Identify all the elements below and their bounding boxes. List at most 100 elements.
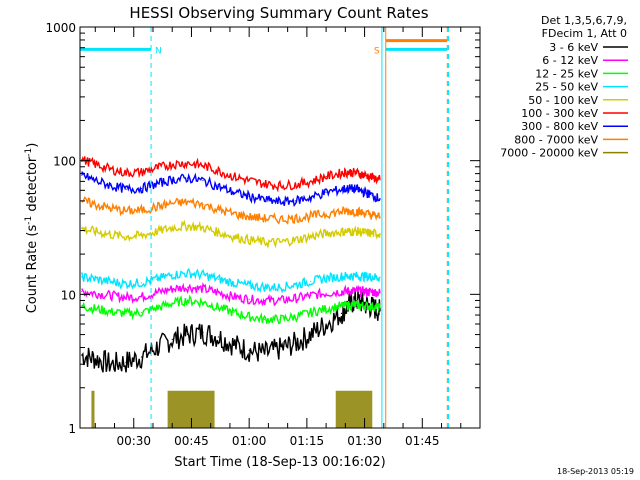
series-point <box>248 298 250 300</box>
series-point <box>379 232 381 235</box>
series-point <box>263 353 266 355</box>
series-point <box>340 312 343 315</box>
legend-entry-12-25-kev: 12 - 25 keV <box>535 67 628 80</box>
series-point <box>187 299 189 302</box>
series-point <box>187 272 189 274</box>
series-point <box>110 185 112 187</box>
series-point <box>248 349 250 352</box>
x-tick-label: 00:30 <box>116 434 151 448</box>
y-axis-label-end: ) <box>25 143 40 148</box>
legend-entry-label: 800 - 7000 keV <box>514 133 598 146</box>
series-point <box>310 196 312 199</box>
series-point <box>294 184 296 186</box>
legend-entry-3-6-kev: 3 - 6 keV <box>549 41 628 54</box>
y-tick-label: 100 <box>53 155 76 169</box>
series-point <box>248 179 250 182</box>
series-point <box>363 191 366 193</box>
series-point <box>233 213 235 215</box>
legend-entry-800-7000-kev: 800 - 7000 keV <box>514 133 628 146</box>
series-point <box>325 292 327 294</box>
series-point <box>156 230 158 233</box>
series-point <box>310 215 312 217</box>
series-12-25-kev <box>81 294 381 325</box>
series-line <box>81 155 381 193</box>
series-point <box>371 291 373 293</box>
y-axis-label-sup-1: -1 <box>24 216 34 225</box>
series-line <box>81 282 381 307</box>
series-point <box>294 297 296 300</box>
series-point <box>340 172 343 174</box>
series-100-300-kev <box>81 155 381 193</box>
series-point <box>356 304 358 306</box>
series-point <box>217 209 219 211</box>
series-point <box>202 179 204 182</box>
series-25-50-kev <box>81 267 381 294</box>
series-point <box>371 232 373 235</box>
x-axis-label: Start Time (18-Sep-13 00:16:02) <box>174 455 385 470</box>
series-point <box>187 225 189 227</box>
series-point <box>325 213 327 215</box>
legend-entry-100-300-kev: 100 - 300 keV <box>521 107 628 120</box>
series-point <box>171 302 173 304</box>
series-point <box>340 211 343 213</box>
series-line <box>81 196 381 225</box>
series-point <box>340 275 343 278</box>
series-point <box>171 274 173 276</box>
series-point <box>325 232 327 235</box>
series-point <box>110 233 112 236</box>
series-point <box>233 175 235 178</box>
series-point <box>294 342 296 344</box>
series-point <box>340 290 343 293</box>
series-point <box>171 338 173 341</box>
series-point <box>379 276 381 278</box>
series-point <box>248 285 250 287</box>
series-point <box>356 172 358 174</box>
series-point <box>363 174 366 176</box>
series-point <box>202 227 204 229</box>
series-point <box>94 179 96 182</box>
series-point <box>110 207 112 209</box>
series-point <box>140 282 143 284</box>
series-point <box>310 280 312 282</box>
y-axis-label-sup-2: -1 <box>24 148 34 157</box>
series-point <box>202 274 204 276</box>
series-point <box>233 282 235 284</box>
series-point <box>81 305 83 307</box>
series-point <box>263 217 266 219</box>
series-point <box>202 203 204 206</box>
marker-label-n: N <box>155 46 162 56</box>
legend-entry-label: 3 - 6 keV <box>549 41 598 54</box>
series-point <box>348 187 350 190</box>
series-point <box>325 323 327 325</box>
series-point <box>202 164 204 167</box>
series-point <box>371 194 373 196</box>
series-point <box>263 286 266 288</box>
series-point <box>156 183 158 185</box>
legend-entry-label: 300 - 800 keV <box>521 120 598 133</box>
y-tick-label: 1 <box>68 422 76 436</box>
series-point <box>248 216 250 218</box>
y-axis-label-mid: detector <box>25 156 40 216</box>
series-point <box>248 195 250 198</box>
series-point <box>217 292 219 294</box>
series-point <box>363 275 366 278</box>
series-point <box>110 311 112 313</box>
series-point <box>356 211 358 213</box>
series-point <box>263 199 266 201</box>
series-point <box>279 286 281 288</box>
series-point <box>94 203 96 206</box>
series-point <box>310 180 312 182</box>
series-point <box>94 278 96 280</box>
plot-frame <box>79 26 481 429</box>
series-point <box>356 230 358 233</box>
series-point <box>156 307 158 309</box>
series-point <box>279 218 281 220</box>
series-point <box>233 236 235 238</box>
series-point <box>340 230 343 233</box>
series-point <box>356 290 358 292</box>
series-point <box>348 304 350 306</box>
series-point <box>156 167 158 169</box>
series-point <box>81 158 83 161</box>
